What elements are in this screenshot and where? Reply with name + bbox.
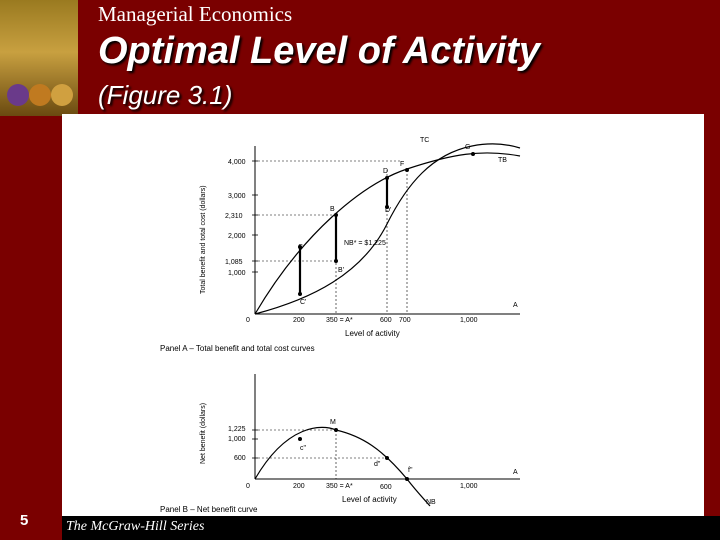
- y-tick-label: 1,085: [225, 259, 243, 266]
- x-tick-label: 600: [380, 484, 392, 491]
- point-f-double-prime: [405, 477, 409, 481]
- y-tick-label: 2,310: [225, 213, 243, 220]
- point-label-f: F: [400, 161, 404, 168]
- point-label-a: A: [513, 302, 518, 309]
- point-c-prime: [298, 292, 302, 296]
- point-label-d: D: [383, 168, 388, 175]
- footer-bar: [62, 516, 720, 540]
- x-tick-label: 350 = A*: [326, 317, 353, 324]
- panel-b-x-axis-label: Level of activity: [342, 495, 397, 504]
- point-label-d-prime: D': [385, 207, 391, 214]
- y-tick-label: 1,000: [228, 436, 246, 443]
- point-label-c: C: [298, 244, 303, 251]
- series-label-tc: TC: [420, 137, 429, 144]
- x-tick-label: 200: [293, 483, 305, 490]
- x-tick-label: 700: [399, 317, 411, 324]
- page-number: 5: [20, 512, 29, 529]
- point-label-c-double-prime: c": [300, 445, 307, 452]
- x-tick-label: 1,000: [460, 317, 478, 324]
- point-d: [385, 176, 389, 180]
- series-label: The McGraw-Hill Series: [66, 519, 205, 534]
- series-label-nb: NB: [426, 499, 436, 506]
- x-tick-label: 0: [246, 483, 250, 490]
- point-label-b-prime: B': [338, 267, 344, 274]
- series-label-tb: TB: [498, 157, 507, 164]
- figure-area: Total benefit and total cost (dollars) 4…: [62, 114, 704, 522]
- point-m: [334, 428, 338, 432]
- tc-curve: [254, 143, 521, 315]
- panel-b-x-ticks: 0 200 350 = A* 600 1,000: [246, 483, 478, 491]
- x-tick-label: 200: [293, 317, 305, 324]
- panel-b-y-ticks: 1,225 1,000 600: [228, 426, 246, 462]
- point-b-prime: [334, 259, 338, 263]
- x-tick-label: 600: [380, 317, 392, 324]
- spheres-logo-icon: [7, 84, 73, 106]
- panel-b: Net benefit (dollars) 1,225 1,000 600 0 …: [160, 374, 520, 514]
- panel-a-caption: Panel A – Total benefit and total cost c…: [160, 344, 315, 353]
- point-label-a: A: [513, 469, 518, 476]
- panel-a-y-ticks: 4,000 3,000 2,310 2,000 1,085 1,000: [225, 159, 246, 277]
- y-tick-label: 3,000: [228, 193, 246, 200]
- y-tick-label: 2,000: [228, 233, 246, 240]
- point-g: [471, 152, 475, 156]
- panel-b-y-axis-label: Net benefit (dollars): [200, 403, 207, 464]
- figure-label: (Figure 3.1): [98, 80, 233, 110]
- panel-a-x-ticks: 0 200 350 = A* 600 700 1,000: [246, 317, 478, 324]
- x-tick-label: 350 = A*: [326, 483, 353, 490]
- y-tick-label: 4,000: [228, 159, 246, 166]
- x-tick-label: 1,000: [460, 483, 478, 490]
- nb-curve: [254, 426, 431, 507]
- y-tick-label: 600: [234, 455, 246, 462]
- slide-title: Optimal Level of Activity: [98, 30, 541, 72]
- point-label-c-prime: C': [300, 299, 306, 306]
- course-subtitle: Managerial Economics: [98, 2, 293, 26]
- point-d-double-prime: [385, 456, 389, 460]
- point-c: [298, 245, 302, 249]
- point-label-d-double-prime: d": [374, 461, 381, 468]
- point-f: [405, 168, 409, 172]
- economics-figure: Total benefit and total cost (dollars) 4…: [160, 137, 521, 514]
- series-logo: [0, 0, 78, 116]
- point-label-b: B: [330, 206, 335, 213]
- y-tick-label: 1,225: [228, 426, 246, 433]
- panel-a-y-axis-label: Total benefit and total cost (dollars): [200, 185, 207, 294]
- point-d-prime: [385, 205, 389, 209]
- point-label-g: G: [465, 144, 470, 151]
- point-label-m: M: [330, 419, 336, 426]
- panel-a: Total benefit and total cost (dollars) 4…: [160, 137, 521, 353]
- point-label-f-double-prime: f": [408, 467, 413, 474]
- panel-a-x-axis-label: Level of activity: [345, 329, 400, 338]
- tb-curve: [254, 152, 521, 315]
- y-tick-label: 1,000: [228, 270, 246, 277]
- x-tick-label: 0: [246, 317, 250, 324]
- point-c-double-prime: [298, 437, 302, 441]
- point-b: [334, 213, 338, 217]
- panel-b-caption: Panel B – Net benefit curve: [160, 505, 258, 514]
- nb-star-annotation: NB* = $1,225: [344, 240, 386, 247]
